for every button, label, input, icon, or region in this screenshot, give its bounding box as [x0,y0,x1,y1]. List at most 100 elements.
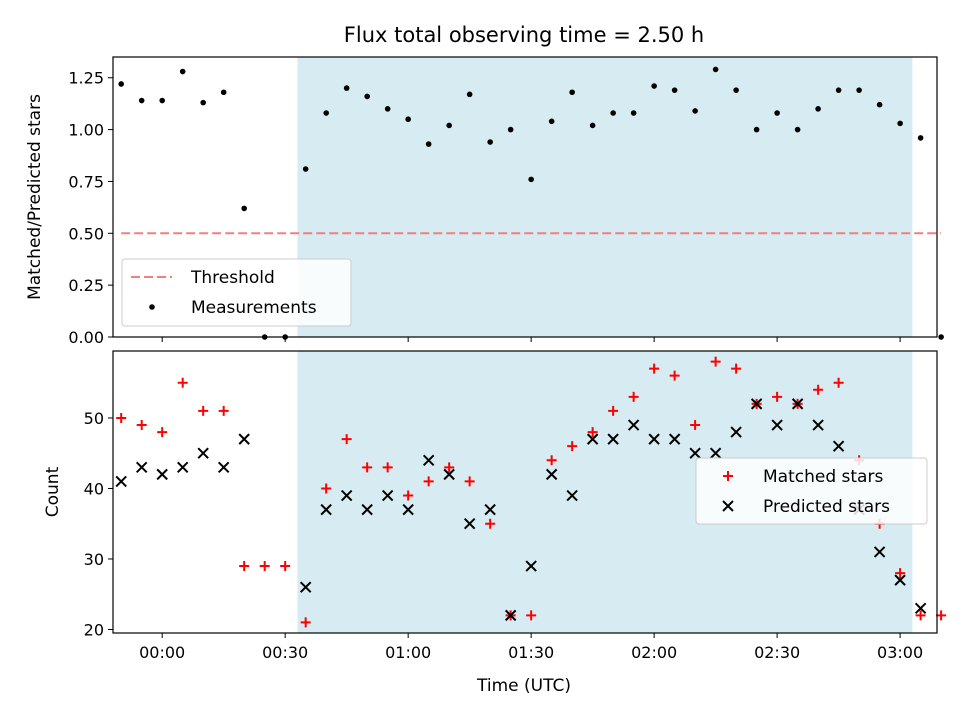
matched-point [915,610,926,621]
y-tick-label: 50 [84,409,104,428]
measurement-point [118,81,124,87]
measurement-point [835,87,842,93]
matched-point [813,384,824,395]
measurement-point [343,85,350,91]
measurement-point [159,97,165,104]
matched-point [895,568,906,579]
matched-point [116,412,127,423]
predicted-point [443,468,455,481]
matched-point [444,462,455,473]
x-tick-label: 00:30 [262,643,308,662]
matched-point [772,391,783,402]
matched-point [341,434,352,445]
measurement-point [384,106,391,112]
measurement-point [569,89,575,96]
measurement-point [364,93,370,100]
measurement-point [856,87,862,93]
measurement-point [774,110,780,116]
legend-box [121,258,352,327]
predicted-point [504,609,517,622]
measurement-point [733,87,739,93]
predicted-point [566,489,578,502]
predicted-point [381,489,394,502]
matched-point [587,427,598,438]
measurement-point [938,334,944,340]
measurement-point [200,99,206,106]
measurement-point [405,116,411,123]
predicted-point [115,475,127,488]
y-axis-label-ratio: Matched/Predicted stars [25,94,45,300]
measurement-point [692,108,698,114]
measurement-point [528,176,534,183]
matched-point [731,363,742,374]
predicted-point [627,419,640,431]
predicted-point [217,461,230,474]
matched-point [833,377,844,388]
measurement-point [220,89,227,96]
measurement-point [815,106,821,112]
ratio-panel: 0.00 0.25 0.50 0.75 1.00 1.25 Threshold Measure… [68,56,944,347]
measurement-point [548,118,555,125]
measurement-point [466,91,473,98]
predicted-point [873,546,886,558]
matched-point [259,561,270,572]
y-tick-label: 0.25 [68,276,104,295]
predicted-point [197,447,209,459]
predicted-point [545,468,558,481]
legend-measurement-swatch [149,304,155,310]
measurement-point [302,166,309,172]
predicted-point [709,447,722,459]
x-tick-label: 00:00 [139,643,185,662]
predicted-point [668,433,681,445]
predicted-point [320,503,332,516]
predicted-point [463,518,476,530]
matched-point [608,405,619,416]
measurement-point [610,110,616,116]
predicted-point [812,419,824,431]
predicted-point [894,574,906,586]
matched-point [690,420,701,431]
x-tick-label: 01:30 [508,643,554,662]
predicted-point [750,398,763,410]
predicted-point [832,440,845,452]
measurement-point [425,141,432,147]
measurement-point [487,139,493,145]
predicted-point [361,503,373,516]
predicted-point [525,560,537,572]
predicted-point [791,398,804,410]
matched-point [464,476,475,487]
matched-point [239,561,250,572]
matched-point [710,356,721,367]
measurement-point [753,126,760,133]
matched-point [936,610,947,621]
legend-box [695,457,928,525]
axes-frame [112,350,938,634]
matched-point [157,427,168,438]
measurement-point [651,83,657,89]
matched-point [321,483,332,494]
legend-matched-label: Matched stars [763,467,883,487]
predicted-point [402,503,414,516]
y-tick-label: 0.50 [68,224,104,243]
x-tick-label: 02:00 [631,643,677,662]
matched-point [546,455,557,466]
matched-point [280,561,291,572]
y-tick-label: 20 [84,620,104,639]
matched-point [362,462,373,473]
predicted-point [689,447,701,459]
matched-point [423,476,434,487]
predicted-point [648,433,660,445]
y-tick-label: 1.25 [68,69,104,88]
x-tick-label: 03:00 [877,643,923,662]
predicted-point [730,426,742,438]
legend-predicted-label: Predicted stars [763,497,890,517]
predicted-point [586,433,599,445]
predicted-point [176,461,189,474]
predicted-point [299,581,312,593]
chart-title: Flux total observing time = 2.50 h [344,23,704,47]
predicted-point [914,602,927,615]
measurement-point [507,126,514,133]
x-tick-label: 01:00 [385,643,431,662]
predicted-point [607,433,619,445]
measurement-point [794,126,801,133]
